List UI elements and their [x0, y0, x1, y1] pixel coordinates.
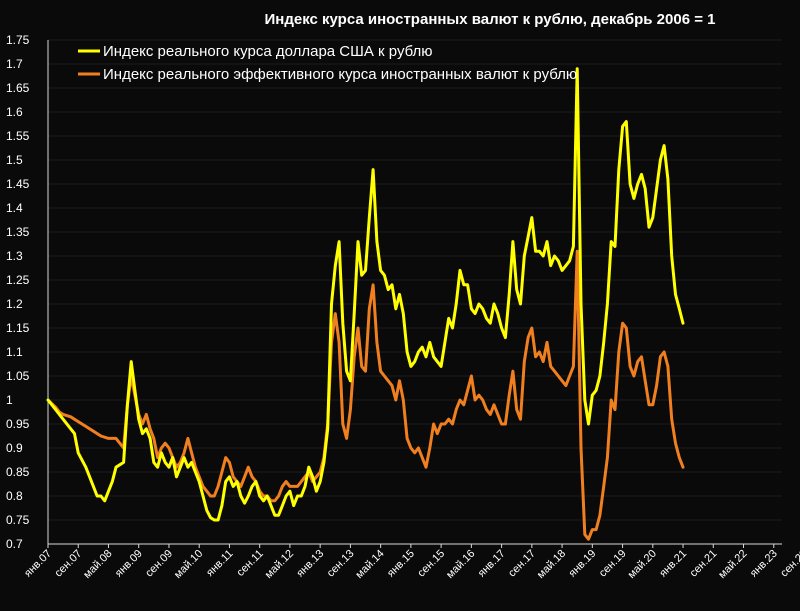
y-tick-label: 1.55: [6, 129, 30, 143]
legend-label-effective: Индекс реального эффективного курса инос…: [103, 66, 577, 83]
axes: [47, 40, 782, 548]
series-line-usd: [46, 67, 685, 522]
x-tick-labels: янв.07сен.07май.08янв.09сен.09май.10янв.…: [22, 548, 800, 581]
x-tick-label: май.08: [81, 548, 114, 581]
y-tick-label: 1.2: [6, 297, 23, 311]
legend: Индекс реального курса доллара США к руб…: [78, 43, 577, 83]
series-line-effective: [46, 249, 685, 541]
y-tick-label: 0.7: [6, 537, 23, 551]
x-tick-label: сен.19: [597, 548, 629, 580]
x-tick-label: май.18: [535, 548, 568, 581]
y-tick-label: 1.6: [6, 105, 23, 119]
x-tick-label: май.20: [626, 548, 659, 581]
x-tick-label: янв.19: [567, 548, 599, 580]
y-tick-label: 0.9: [6, 441, 23, 455]
y-tick-label: 1: [6, 393, 13, 407]
x-tick-label: янв.09: [113, 548, 145, 580]
y-tick-labels: 0.7 0.75 0.8 0.85 0.9 0.95 1 1.05 1.1 1.15 1.2 1.25…: [6, 33, 30, 551]
x-tick-label: янв.07: [22, 548, 54, 580]
x-tick-label: май.12: [263, 548, 296, 581]
x-tick-label: сен.15: [415, 548, 447, 580]
y-tick-label: 0.85: [6, 465, 30, 479]
chart-title: Индекс курса иностранных валют к рублю, …: [265, 11, 716, 28]
x-tick-label: сен.09: [143, 548, 175, 580]
y-tick-label: 1.65: [6, 81, 30, 95]
y-tick-label: 1.4: [6, 201, 23, 215]
x-tick-label: янв.13: [294, 548, 326, 580]
x-tick-label: янв.21: [657, 548, 689, 580]
legend-label-usd: Индекс реального курса доллара США к руб…: [103, 43, 433, 60]
y-tick-label: 1.15: [6, 321, 30, 335]
y-tick-label: 1.45: [6, 177, 30, 191]
y-tick-label: 0.95: [6, 417, 30, 431]
y-tick-label: 1.7: [6, 57, 23, 71]
x-tick-label: сен.23: [778, 548, 800, 580]
y-tick-label: 1.25: [6, 273, 30, 287]
y-tick-label: 1.5: [6, 153, 23, 167]
y-tick-label: 1.05: [6, 369, 30, 383]
x-tick-label: сен.21: [688, 548, 720, 580]
x-tick-label: сен.17: [506, 548, 538, 580]
y-tick-label: 1.1: [6, 345, 23, 359]
y-tick-label: 0.8: [6, 489, 23, 503]
y-tick-label: 0.75: [6, 513, 30, 527]
x-tick-label: сен.11: [235, 548, 266, 579]
series-lines: [46, 67, 685, 541]
y-tick-label: 1.75: [6, 33, 30, 47]
x-tick-label: сен.07: [53, 548, 85, 580]
x-tick-label: сен.13: [325, 548, 357, 580]
x-tick-label: янв.17: [476, 548, 508, 580]
y-tick-label: 1.3: [6, 249, 23, 263]
x-tick-label: май.22: [716, 548, 749, 581]
x-tick-label: янв.11: [204, 548, 235, 579]
x-tick-label: май.16: [444, 548, 477, 581]
x-tick-label: янв.23: [748, 548, 780, 580]
y-tick-label: 1.35: [6, 225, 30, 239]
x-tick-label: май.10: [172, 548, 205, 581]
x-tick-label: янв.15: [385, 548, 417, 580]
x-tick-label: май.14: [353, 548, 386, 581]
grid-lines: [48, 39, 782, 545]
